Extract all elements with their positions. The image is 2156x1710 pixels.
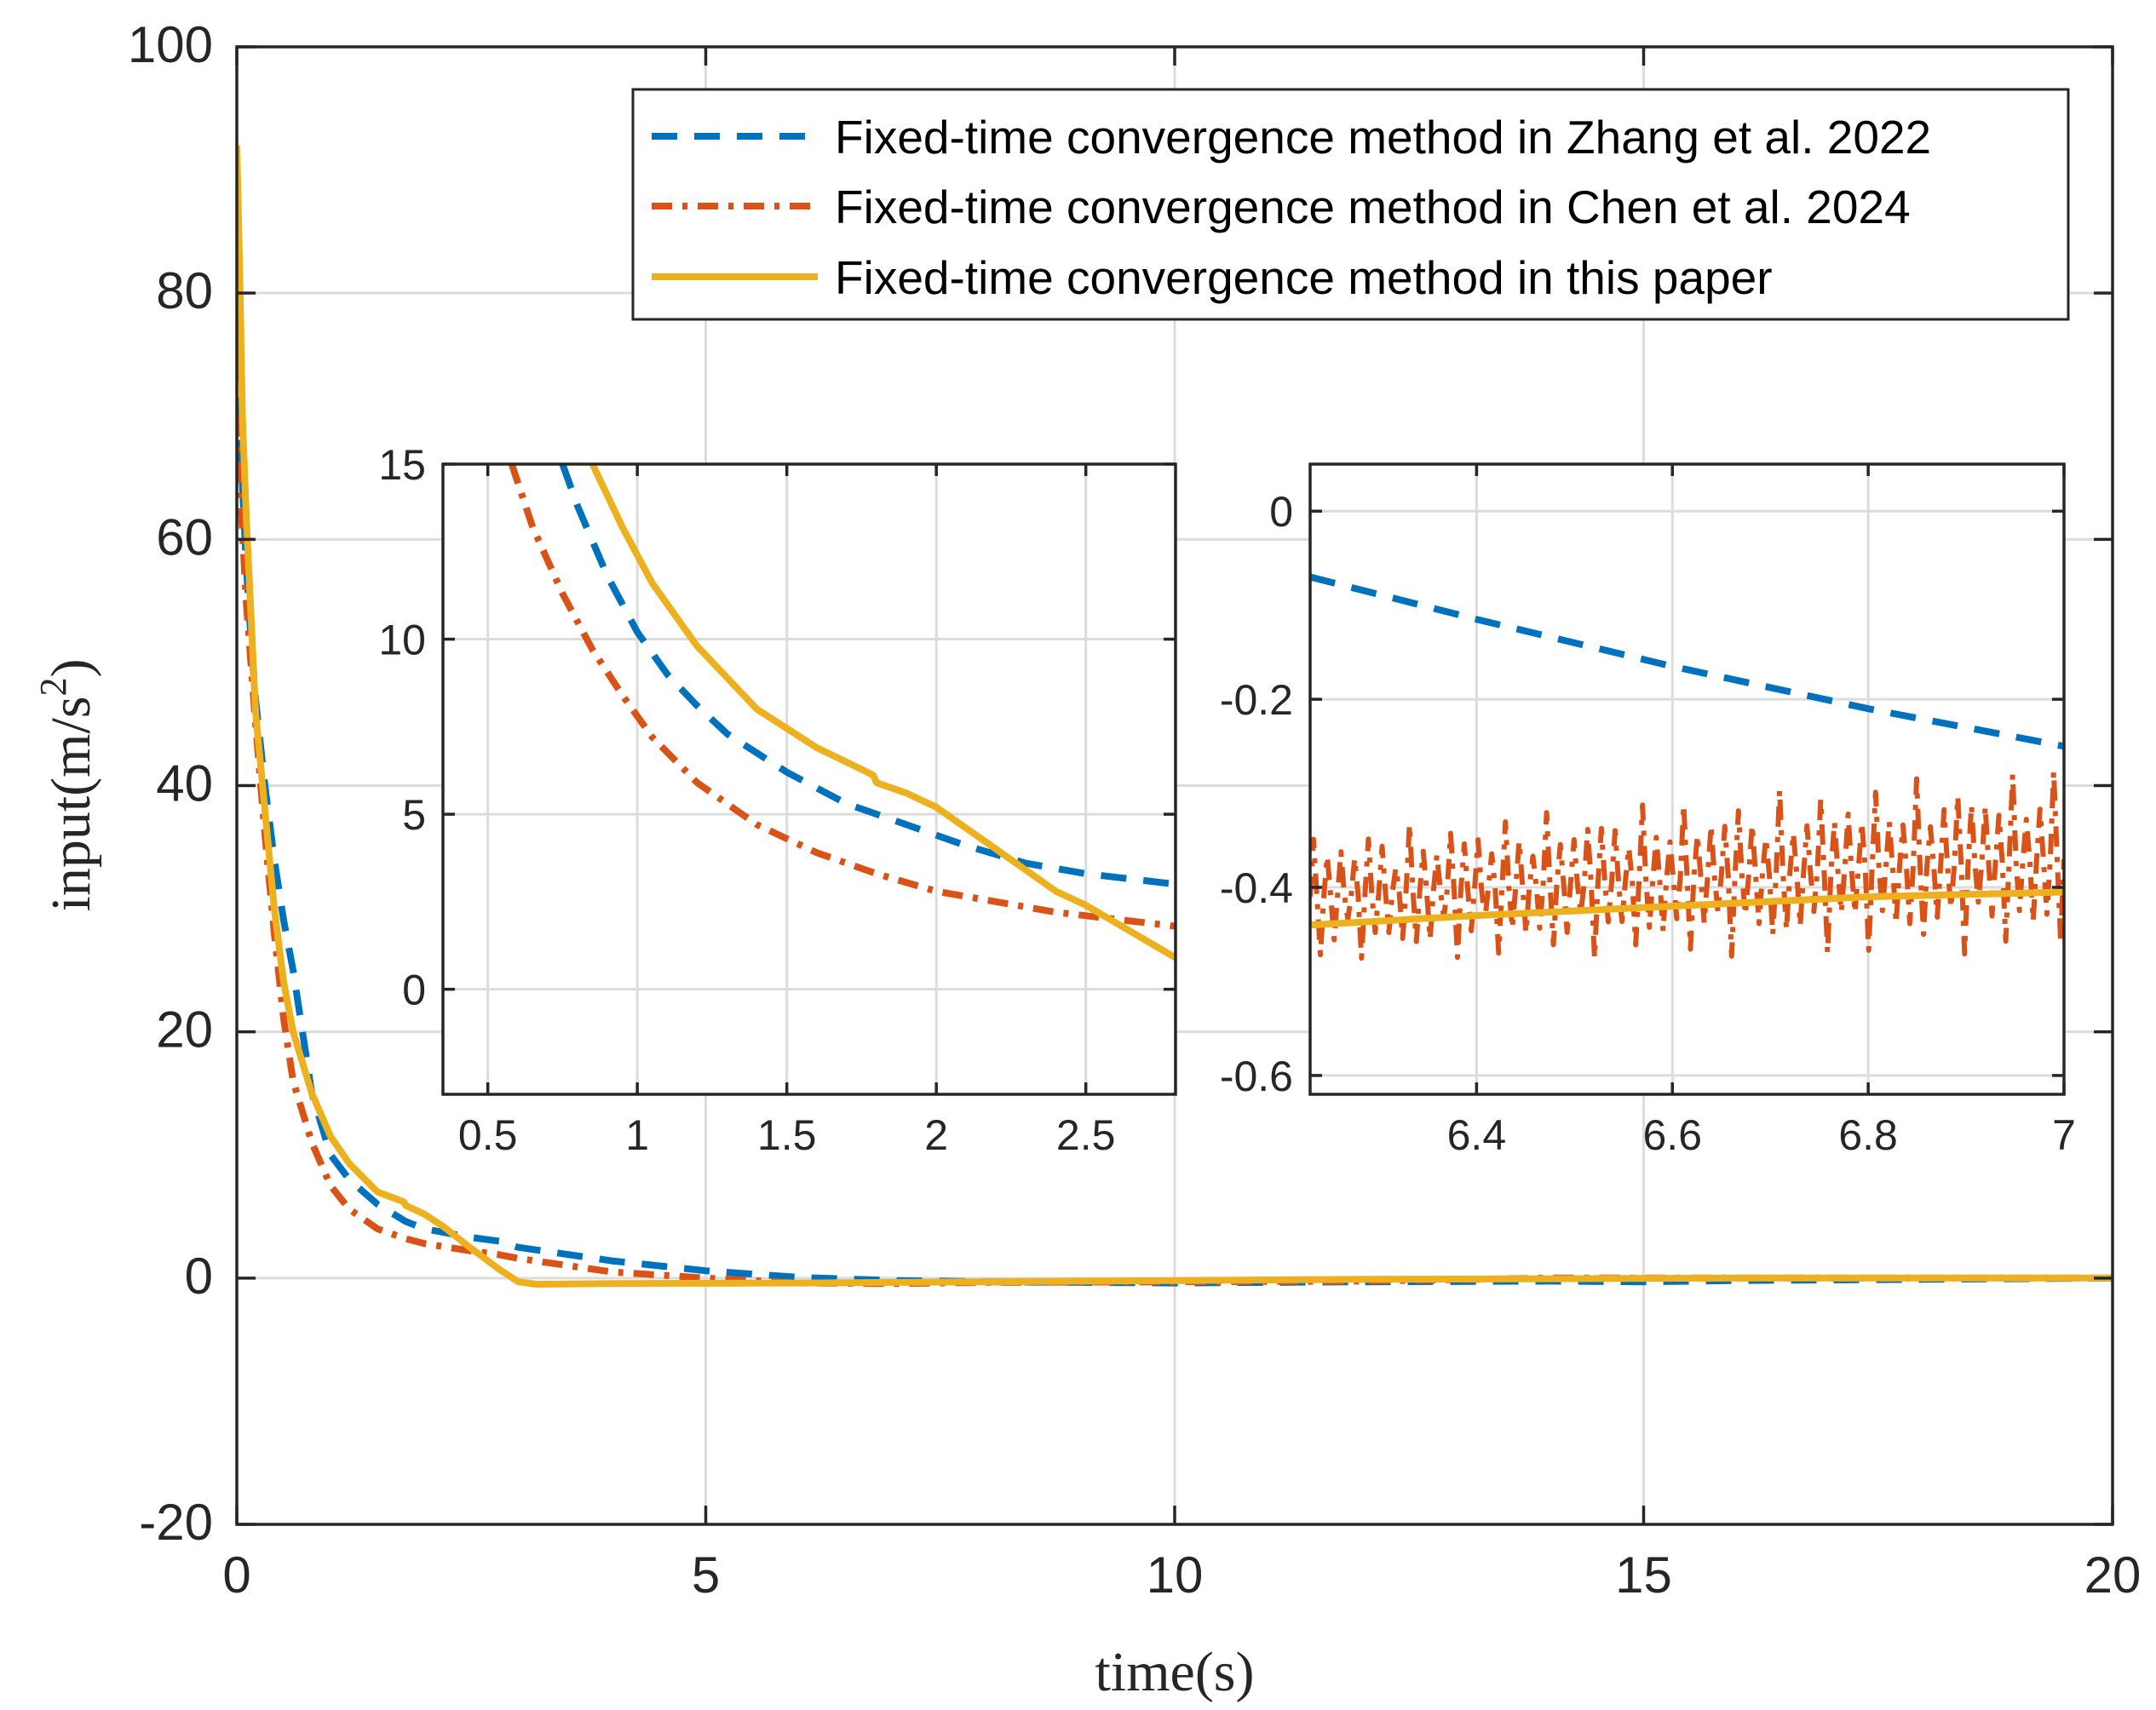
inset0-x-tick-label: 2.5 (1056, 1111, 1116, 1159)
inset0-series-line-chen (508, 464, 1176, 930)
x-axis-label: time(s) (1095, 1641, 1255, 1703)
inset0-x-tick-label: 1.5 (757, 1111, 817, 1159)
main-y-tick-label: 60 (156, 508, 213, 565)
inset1-series-line-chen (1310, 768, 2064, 961)
main-y-tick-label: 20 (156, 1001, 213, 1059)
inset1-x-tick-label: 6.6 (1643, 1111, 1703, 1159)
inset-left-background (443, 464, 1176, 1094)
main-x-tick-label: 5 (692, 1546, 720, 1604)
inset0-y-tick-label: 10 (378, 617, 426, 664)
main-x-tick-label: 0 (222, 1546, 250, 1604)
inset1-series-line-zhang (1310, 573, 2064, 750)
inset0-y-tick-label: 0 (402, 967, 426, 1014)
legend-box (631, 88, 2070, 321)
main-y-tick-label: 0 (185, 1248, 213, 1305)
inset0-series-line-zhang (559, 464, 1176, 888)
main-series-group (237, 145, 2113, 1288)
inset-left-frame (441, 462, 1177, 1096)
legend: Fixed-time convergence method in Zhang e… (631, 88, 2070, 321)
inset-right-series-group (1310, 573, 2064, 961)
inset0-y-tick-label: 15 (378, 441, 426, 489)
inset-left-series-group (508, 464, 1176, 961)
legend-label-zhang: Fixed-time convergence method in Zhang e… (835, 111, 1931, 164)
inset0-series-line-this-paper (589, 464, 1176, 961)
inset-left-ticks: 0.5 1 1.5 2 2.5 0 5 10 15 (378, 441, 1176, 1159)
inset-right-ticks: 6.4 6.6 6.8 7 -0.6 -0.4 -0.2 0 (1220, 464, 2076, 1159)
inset-right-grid (1310, 464, 2064, 1094)
inset1-y-tick-label: 0 (1269, 488, 1293, 536)
y-axis-label: input(m/s2) (32, 659, 102, 912)
main-series-line-this-paper (237, 145, 2113, 1288)
inset-right-background (1310, 464, 2064, 1094)
inset1-series-line-this-paper (1310, 888, 2064, 929)
inset0-x-tick-label: 2 (924, 1111, 948, 1159)
inset-left-grid (443, 464, 1176, 1094)
inset0-x-tick-label: 0.5 (458, 1111, 518, 1159)
main-y-tick-label: 80 (156, 262, 213, 319)
main-y-tick-label: -20 (139, 1494, 213, 1551)
inset1-y-tick-label: -0.4 (1220, 864, 1293, 912)
legend-label-chen: Fixed-time convergence method in Chen et… (835, 181, 1911, 233)
y-axis-label-exponent: 2 (32, 677, 74, 696)
main-x-tick-label: 15 (1615, 1546, 1672, 1604)
inset0-y-tick-label: 5 (402, 791, 426, 839)
main-x-tick-label: 20 (2084, 1546, 2142, 1604)
main-y-tick-label: 100 (128, 16, 213, 73)
y-axis-label-close: ) (40, 659, 102, 678)
y-axis-label-main: input(m/s (40, 696, 102, 911)
inset-right-frame (1308, 462, 2066, 1096)
inset1-x-tick-label: 6.4 (1447, 1111, 1507, 1159)
main-y-tick-label: 40 (156, 755, 213, 812)
main-x-tick-label: 10 (1147, 1546, 1204, 1604)
inset0-x-tick-label: 1 (625, 1111, 649, 1159)
inset1-x-tick-label: 7 (2052, 1111, 2076, 1159)
inset1-y-tick-label: -0.2 (1220, 676, 1293, 724)
inset1-y-tick-label: -0.6 (1220, 1053, 1293, 1100)
inset1-x-tick-label: 6.8 (1838, 1111, 1898, 1159)
legend-label-this-paper: Fixed-time convergence method in this pa… (835, 251, 1773, 304)
